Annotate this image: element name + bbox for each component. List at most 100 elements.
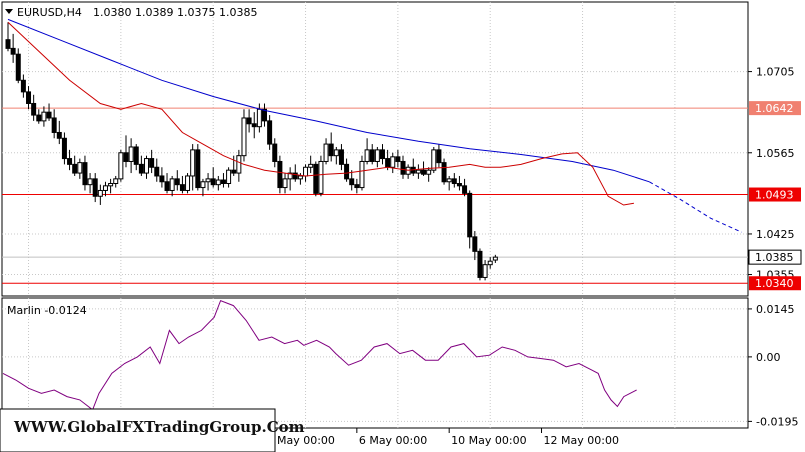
candle[interactable] <box>374 146 380 168</box>
candle[interactable] <box>482 260 488 281</box>
candle[interactable] <box>144 155 150 179</box>
candle[interactable] <box>446 175 452 191</box>
candle[interactable] <box>467 190 473 249</box>
candle[interactable] <box>262 103 267 127</box>
candle[interactable] <box>87 173 93 194</box>
candle[interactable] <box>369 144 375 165</box>
candle[interactable] <box>426 167 432 182</box>
candle[interactable] <box>436 144 442 168</box>
candle[interactable] <box>267 115 273 150</box>
candle-body-bear <box>220 179 226 185</box>
candle[interactable] <box>236 149 242 182</box>
candle[interactable] <box>72 155 78 176</box>
candle[interactable] <box>292 164 298 182</box>
candle[interactable] <box>451 173 457 188</box>
candle-body-bull <box>374 149 380 162</box>
candle[interactable] <box>287 167 293 191</box>
candle[interactable] <box>328 132 334 162</box>
candle[interactable] <box>61 132 67 165</box>
candle[interactable] <box>215 175 221 191</box>
candle[interactable] <box>41 106 47 127</box>
candle[interactable] <box>462 178 468 197</box>
candle[interactable] <box>415 164 421 179</box>
candle[interactable] <box>10 33 16 63</box>
price-pane[interactable] <box>1 1 749 297</box>
candle[interactable] <box>333 146 339 165</box>
candle[interactable] <box>31 94 37 121</box>
candle[interactable] <box>487 257 493 269</box>
candle-body-bear <box>159 175 165 183</box>
candle[interactable] <box>231 155 237 176</box>
candle[interactable] <box>492 254 498 263</box>
candle[interactable] <box>313 161 319 197</box>
candle[interactable] <box>395 149 401 168</box>
candle[interactable] <box>190 144 196 191</box>
candle[interactable] <box>36 109 42 124</box>
candle[interactable] <box>159 167 165 188</box>
candle[interactable] <box>359 155 365 191</box>
candle[interactable] <box>456 175 462 191</box>
candle[interactable] <box>200 178 206 197</box>
candle[interactable] <box>56 120 62 145</box>
candle[interactable] <box>246 109 252 133</box>
candle[interactable] <box>154 158 160 182</box>
candle[interactable] <box>92 173 98 203</box>
candle[interactable] <box>344 158 350 182</box>
candle[interactable] <box>441 158 447 185</box>
candle[interactable] <box>118 149 124 182</box>
candle[interactable] <box>26 86 32 110</box>
candle[interactable] <box>108 178 114 194</box>
candle[interactable] <box>82 155 88 191</box>
candle[interactable] <box>210 167 216 188</box>
candle[interactable] <box>277 155 283 194</box>
candle[interactable] <box>164 173 170 194</box>
candle[interactable] <box>67 149 73 171</box>
candle[interactable] <box>185 173 191 194</box>
candle-body-bear <box>338 149 344 165</box>
candle[interactable] <box>354 178 360 194</box>
candle[interactable] <box>251 112 257 139</box>
candle[interactable] <box>169 175 175 197</box>
candle[interactable] <box>431 146 437 174</box>
candle[interactable] <box>349 170 355 191</box>
candle[interactable] <box>123 135 129 168</box>
candle[interactable] <box>323 138 329 165</box>
time-tick-label: 6 May 00:00 <box>359 434 427 447</box>
candle[interactable] <box>220 173 226 188</box>
candle[interactable] <box>20 74 26 98</box>
candle[interactable] <box>241 109 247 162</box>
candle[interactable] <box>477 248 483 281</box>
candle[interactable] <box>338 144 344 171</box>
candle[interactable] <box>102 181 108 197</box>
candle[interactable] <box>174 170 180 191</box>
candle[interactable] <box>195 144 201 191</box>
candle[interactable] <box>97 184 103 205</box>
candle[interactable] <box>272 138 278 168</box>
dropdown-triangle-icon[interactable] <box>5 9 13 14</box>
candle[interactable] <box>133 144 139 171</box>
candle[interactable] <box>282 173 288 194</box>
candle[interactable] <box>379 144 385 165</box>
candle[interactable] <box>15 48 21 84</box>
candle[interactable] <box>400 155 406 179</box>
candle[interactable] <box>179 175 185 194</box>
candle-body-bear <box>441 162 447 183</box>
candle[interactable] <box>149 149 155 174</box>
candle[interactable] <box>405 164 411 179</box>
candle[interactable] <box>308 155 314 174</box>
candle[interactable] <box>46 103 52 121</box>
candle[interactable] <box>318 155 324 197</box>
candle[interactable] <box>205 173 211 191</box>
candle[interactable] <box>51 109 57 139</box>
candle[interactable] <box>5 22 11 52</box>
candle[interactable] <box>113 175 119 188</box>
candle[interactable] <box>390 152 396 174</box>
marlin-indicator <box>2 299 637 411</box>
candle-body-bear <box>46 111 52 119</box>
candle[interactable] <box>226 167 232 188</box>
candle[interactable] <box>364 138 370 165</box>
candle[interactable] <box>128 138 134 174</box>
candle[interactable] <box>77 158 83 179</box>
candle[interactable] <box>138 155 144 176</box>
candle[interactable] <box>472 231 478 261</box>
